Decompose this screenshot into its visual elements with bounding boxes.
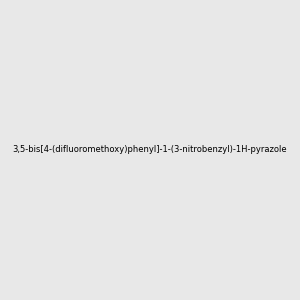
Text: 3,5-bis[4-(difluoromethoxy)phenyl]-1-(3-nitrobenzyl)-1H-pyrazole: 3,5-bis[4-(difluoromethoxy)phenyl]-1-(3-…	[13, 146, 287, 154]
